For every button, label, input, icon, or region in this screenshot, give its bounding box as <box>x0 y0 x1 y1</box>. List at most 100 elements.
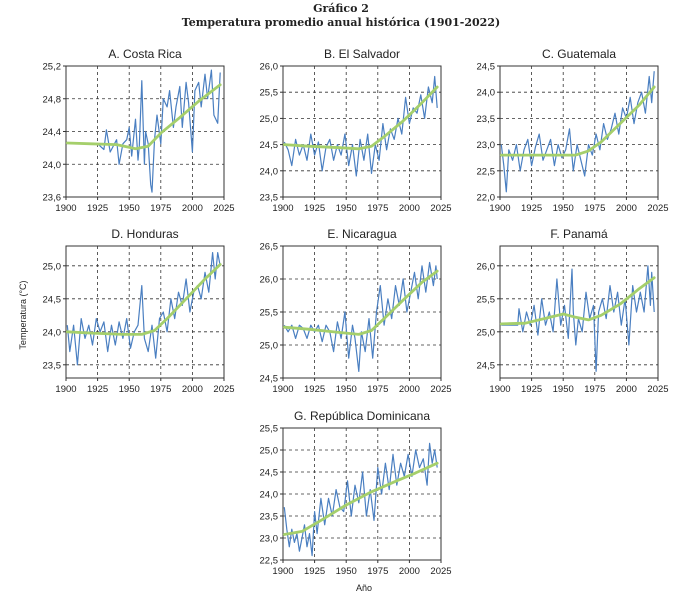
x-tick-label: 2025 <box>647 384 668 395</box>
annual-temperature-line <box>67 69 221 193</box>
x-tick-label: 2025 <box>213 384 234 395</box>
x-tick-label: 2025 <box>430 203 451 214</box>
x-tick-label: 2000 <box>616 203 637 214</box>
annual-temperature-line <box>66 252 221 366</box>
y-tick-label: 25,0 <box>43 261 62 272</box>
x-tick-label: 2000 <box>399 384 420 395</box>
trend-line <box>499 85 656 157</box>
trend-line <box>499 276 656 326</box>
y-axis-label: Temperatura (°C) <box>18 280 28 349</box>
annual-temperature-line <box>500 71 655 193</box>
panel-title: E. Nicaragua <box>327 227 397 241</box>
x-tick-label: 2000 <box>182 203 203 214</box>
x-tick-label: 1975 <box>367 203 388 214</box>
x-tick-label: 2000 <box>616 384 637 395</box>
plot-frame <box>65 65 225 198</box>
y-tick-label: 26,0 <box>260 275 279 286</box>
y-tick-label: 24,5 <box>260 374 279 385</box>
panel: F. Panamá 24,5 25,0 25,5 26,0 1900 1925 1950 197… <box>477 227 669 395</box>
y-tick-label: 23,0 <box>477 140 496 151</box>
y-tick-label: 24,5 <box>477 360 496 371</box>
x-tick-label: 1900 <box>272 384 293 395</box>
trend-line <box>65 263 222 336</box>
x-tick-label: 1950 <box>336 566 357 577</box>
panel: B. El Salvador 23,5 24,0 24,5 25,0 25,5 26,0 19… <box>260 47 452 214</box>
x-tick-label: 1975 <box>150 203 171 214</box>
y-tick-label: 23,5 <box>43 360 62 371</box>
y-tick-label: 24,0 <box>43 160 62 171</box>
panel: D. Honduras 23,5 24,0 24,5 25,0 1900 1925 1950 1… <box>43 227 235 395</box>
x-tick-label: 1950 <box>336 203 357 214</box>
trend-line <box>282 85 439 151</box>
x-tick-label: 1900 <box>272 203 293 214</box>
y-tick-label: 25,0 <box>260 341 279 352</box>
y-tick-label: 22,0 <box>477 193 496 204</box>
figure-title: Temperatura promedio anual histórica (19… <box>181 16 501 29</box>
panel-title: C. Guatemala <box>542 47 616 61</box>
y-tick-label: 23,6 <box>43 193 62 204</box>
y-tick-label: 25,5 <box>260 308 279 319</box>
plot-frame <box>65 245 225 379</box>
y-tick-label: 24,0 <box>43 327 62 338</box>
y-tick-label: 26,0 <box>477 261 496 272</box>
x-tick-label: 1950 <box>553 384 574 395</box>
annual-temperature-line <box>283 261 438 372</box>
y-tick-label: 24,0 <box>260 166 279 177</box>
y-tick-label: 24,0 <box>260 490 279 501</box>
y-tick-label: 22,5 <box>477 166 496 177</box>
x-tick-label: 1925 <box>521 203 542 214</box>
y-tick-label: 22,5 <box>260 556 279 567</box>
panel-title: G. República Dominicana <box>294 409 430 423</box>
panel: G. República Dominicana 22,5 23,0 23,5 24,0 2… <box>260 409 452 577</box>
x-tick-label: 1925 <box>87 203 108 214</box>
x-tick-label: 2025 <box>213 203 234 214</box>
y-tick-label: 25,2 <box>43 62 62 73</box>
x-tick-label: 2000 <box>399 203 420 214</box>
y-tick-label: 26,5 <box>260 242 279 253</box>
x-tick-label: 2000 <box>399 566 420 577</box>
x-tick-label: 1925 <box>304 566 325 577</box>
x-tick-label: 1975 <box>367 384 388 395</box>
chart-panels: A. Costa Rica 23,6 24,0 24,4 24,8 25,2 1900 192… <box>43 47 669 577</box>
y-tick-label: 23,5 <box>477 114 496 125</box>
figure-label: Gráfico 2 <box>313 2 369 15</box>
annual-temperature-line <box>283 442 438 557</box>
annual-temperature-line <box>283 75 438 177</box>
panel: E. Nicaragua 24,5 25,0 25,5 26,0 26,5 1900 1925… <box>260 227 452 395</box>
plot-frame <box>282 245 442 379</box>
x-tick-label: 1925 <box>87 384 108 395</box>
plot-frame <box>499 245 659 379</box>
plot-frame <box>282 65 442 198</box>
x-tick-label: 1925 <box>521 384 542 395</box>
y-tick-label: 23,5 <box>260 193 279 204</box>
y-tick-label: 24,0 <box>477 88 496 99</box>
y-tick-label: 24,5 <box>260 140 279 151</box>
y-tick-label: 25,5 <box>260 424 279 435</box>
x-tick-label: 1900 <box>55 384 76 395</box>
y-tick-label: 25,5 <box>477 294 496 305</box>
y-tick-label: 24,5 <box>260 468 279 479</box>
y-tick-label: 23,0 <box>260 534 279 545</box>
x-tick-label: 2000 <box>182 384 203 395</box>
x-tick-label: 1950 <box>119 203 140 214</box>
plot-frame <box>499 65 659 198</box>
trend-line <box>282 461 439 536</box>
x-tick-label: 1950 <box>336 384 357 395</box>
panel: C. Guatemala 22,0 22,5 23,0 23,5 24,0 24,5 1900… <box>477 47 669 214</box>
panel-title: A. Costa Rica <box>108 47 182 61</box>
x-tick-label: 1925 <box>304 384 325 395</box>
x-tick-label: 1900 <box>489 203 510 214</box>
x-tick-label: 1975 <box>584 203 605 214</box>
panel-title: B. El Salvador <box>324 47 400 61</box>
x-tick-label: 2025 <box>430 566 451 577</box>
y-tick-label: 24,5 <box>43 294 62 305</box>
y-tick-label: 26,0 <box>260 62 279 73</box>
trend-line <box>282 269 439 336</box>
x-tick-label: 1975 <box>150 384 171 395</box>
y-tick-label: 24,8 <box>43 94 62 105</box>
y-tick-label: 24,5 <box>477 62 496 73</box>
x-tick-label: 1950 <box>553 203 574 214</box>
plot-frame <box>282 427 442 561</box>
x-tick-label: 2025 <box>430 384 451 395</box>
panel-title: F. Panamá <box>550 227 608 241</box>
